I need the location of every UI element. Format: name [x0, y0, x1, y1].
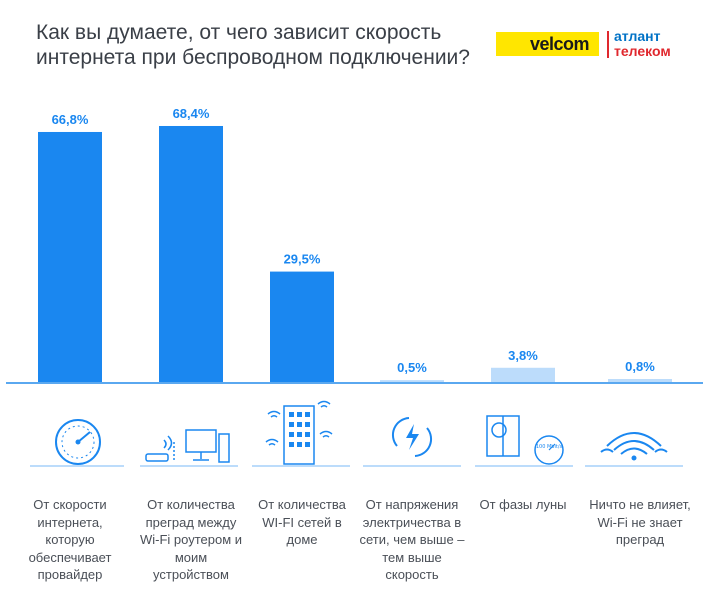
electric-outlet-icon — [363, 417, 461, 467]
velcom-logo: velcom — [496, 32, 599, 56]
atlant-telecom-logo: атлант телеком — [614, 29, 694, 59]
bar-3 — [270, 271, 334, 382]
bar-2 — [159, 125, 223, 382]
logo-divider — [607, 31, 609, 58]
router-computer-icon — [140, 429, 238, 467]
atlant-logo-line2: телеком — [614, 43, 671, 59]
bar-value-label-1: 66,8% — [52, 112, 89, 127]
moon-window-icon-caption: 100 Mbit/s — [536, 444, 563, 450]
bar-4 — [380, 380, 444, 382]
bar-chart: 66,8% 68,4% 29,5% 0,5% 3,8% 0,8% — [6, 106, 703, 384]
category-label-1: От скорости интернета, которую обеспечив… — [28, 497, 112, 582]
speedometer-icon — [30, 419, 124, 467]
bar-value-label-4: 0,5% — [397, 360, 427, 375]
atlant-logo-line1: атлант — [614, 28, 661, 44]
bar-value-label-3: 29,5% — [284, 252, 321, 267]
bar-value-label-5: 3,8% — [508, 348, 538, 363]
category-label-6: Ничто не влияет, Wi-Fi не знает преград — [589, 497, 691, 547]
bar-5 — [491, 367, 555, 382]
bar-1 — [38, 131, 102, 382]
category-label-5: От фазы луны — [479, 497, 567, 512]
category-label-2: От количества преград между Wi-Fi роутер… — [139, 497, 243, 582]
category-label-3: От количества WI-FI сетей в доме — [258, 497, 346, 547]
apartment-building-wifi-icon — [252, 400, 350, 467]
category-label-4: От напряжения электричества в сети, чем … — [359, 497, 465, 582]
chart-title: Как вы думаете, от чего зависит скорость… — [36, 21, 470, 69]
bar-value-label-6: 0,8% — [625, 359, 655, 374]
moon-window-icon: 100 Mbit/s — [475, 415, 573, 467]
bar-value-label-2: 68,4% — [173, 106, 210, 121]
wifi-signal-icon — [585, 432, 683, 467]
bar-6 — [608, 379, 672, 382]
